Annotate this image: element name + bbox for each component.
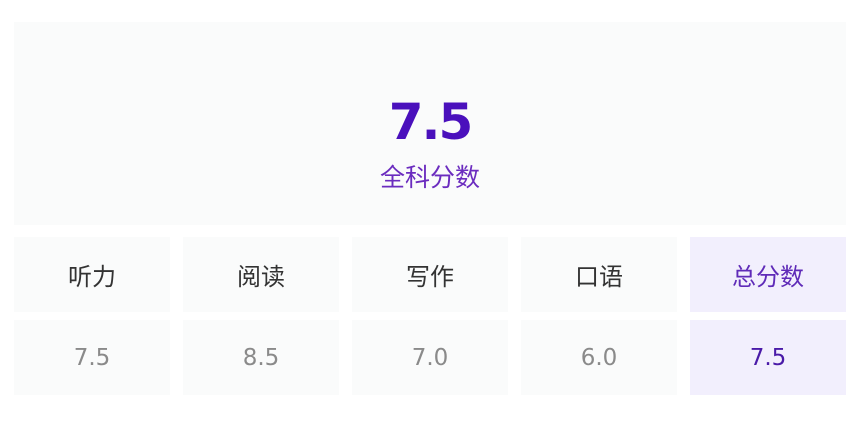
header-speaking: 口语 bbox=[521, 237, 677, 312]
score-speaking: 6.0 bbox=[521, 320, 677, 395]
overall-score-card: 7.5 全科分数 bbox=[14, 22, 846, 225]
score-listening: 7.5 bbox=[14, 320, 170, 395]
score-writing: 7.0 bbox=[352, 320, 508, 395]
header-listening: 听力 bbox=[14, 237, 170, 312]
overall-score-label: 全科分数 bbox=[379, 163, 480, 192]
header-reading: 阅读 bbox=[183, 237, 339, 312]
score-total: 7.5 bbox=[690, 320, 846, 395]
score-table: 听力 阅读 写作 口语 总分数 7.5 8.5 7.0 6.0 7.5 bbox=[14, 237, 846, 395]
score-reading: 8.5 bbox=[183, 320, 339, 395]
header-writing: 写作 bbox=[352, 237, 508, 312]
overall-score: 7.5 bbox=[388, 93, 474, 151]
header-total: 总分数 bbox=[690, 237, 846, 312]
